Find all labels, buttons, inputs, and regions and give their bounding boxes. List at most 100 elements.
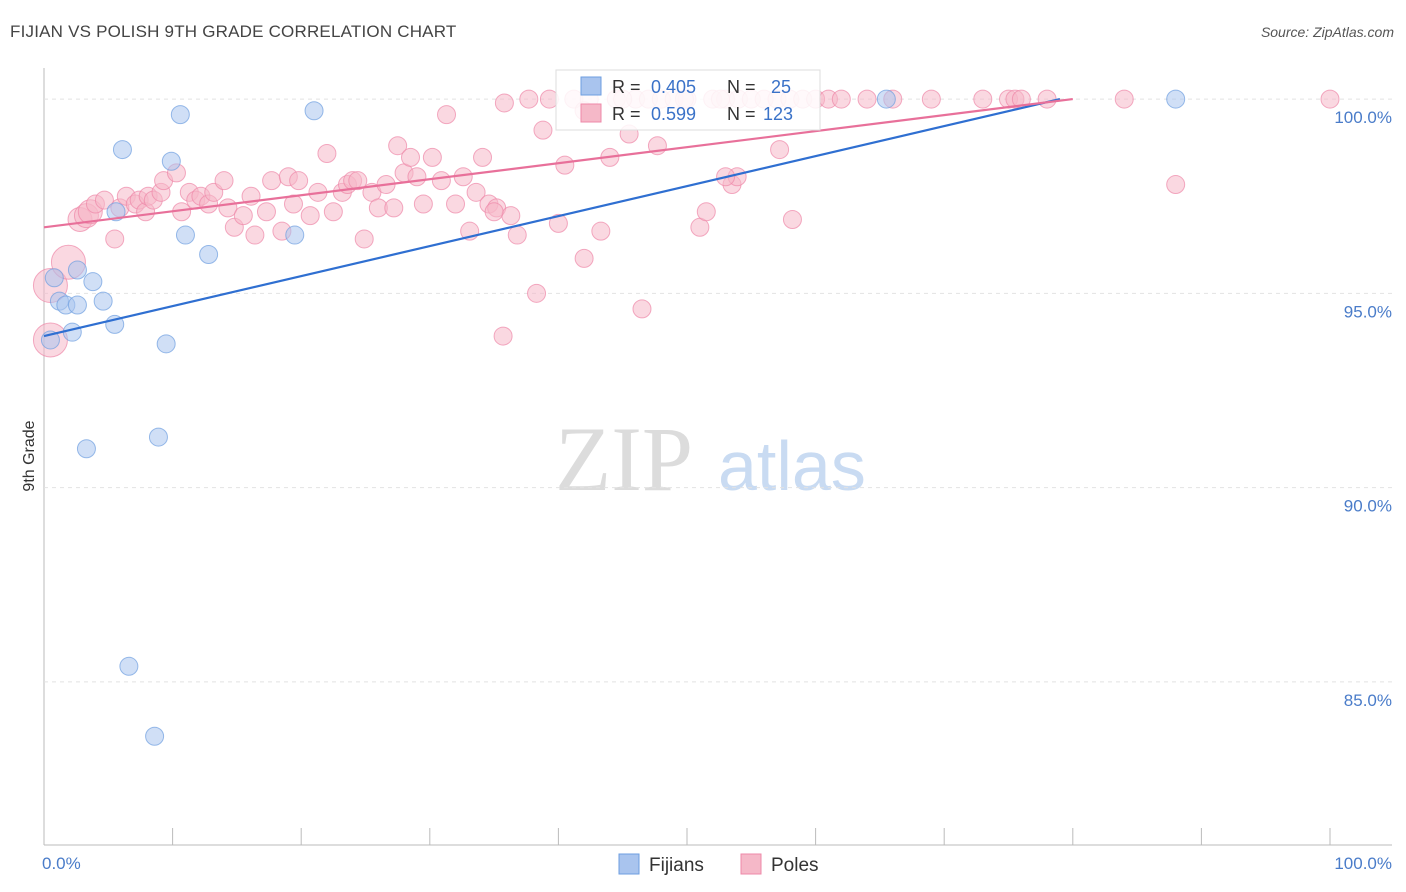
poles-point-62 [473, 147, 493, 167]
legend-label-poles: Poles [771, 855, 819, 876]
source-credit: Source: ZipAtlas.com [1260, 24, 1394, 40]
poles-point-66 [501, 206, 521, 226]
poles-point-28 [233, 206, 253, 226]
x-ticks [43, 828, 1331, 845]
x-tick-label-min: 0.0% [42, 854, 81, 873]
stats-swatch-poles [580, 103, 602, 123]
poles-point-36 [289, 171, 309, 191]
fijians-point-14 [148, 427, 168, 447]
fijians-point-17 [170, 105, 190, 125]
poles-point-37 [300, 206, 320, 226]
poles-point-101 [973, 89, 993, 109]
poles-point-75 [574, 248, 594, 268]
chart-title: FIJIAN VS POLISH 9TH GRADE CORRELATION C… [10, 22, 457, 41]
poles-point-7 [94, 190, 114, 210]
y-axis-label: 9th Grade [21, 420, 38, 491]
poles-point-108 [1320, 89, 1340, 109]
stats-n-label-poles: N = [727, 104, 756, 124]
poles-point-105 [1037, 89, 1057, 109]
poles-point-61 [466, 182, 486, 202]
poles-point-70 [533, 120, 553, 140]
fijians-point-4 [62, 322, 82, 342]
poles-trend-line [43, 97, 1073, 229]
legend-swatch-poles [740, 853, 762, 875]
poles-point-98 [857, 89, 877, 109]
y-tick-labels: 100.0% 95.0% 90.0% 85.0% [1334, 108, 1392, 710]
fijians-point-6 [67, 295, 87, 315]
stats-n-value-fijians: 25 [771, 77, 791, 97]
poles-point-52 [401, 147, 421, 167]
poles-point-57 [437, 105, 457, 125]
poles-point-86 [696, 202, 716, 222]
fijians-point-10 [106, 202, 126, 222]
fijians-point-24 [1166, 89, 1186, 109]
poles-point-69 [527, 283, 547, 303]
poles-point-40 [323, 202, 343, 222]
gridlines [44, 98, 1392, 683]
y-tick-label-3: 85.0% [1344, 691, 1392, 710]
poles-point-107 [1166, 175, 1186, 195]
poles-point-58 [446, 194, 466, 214]
stats-n-label-fijians: N = [727, 77, 756, 97]
trend-lines [43, 97, 1073, 338]
poles-point-25 [214, 171, 234, 191]
y-tick-label-1: 95.0% [1344, 302, 1392, 321]
fijians-point-11 [112, 140, 132, 160]
poles-point-110 [493, 326, 513, 346]
y-tick-label-0: 100.0% [1334, 108, 1392, 127]
fijians-point-16 [161, 151, 181, 171]
poles-point-100 [921, 89, 941, 109]
bottom-legend: Fijians Poles [618, 853, 819, 876]
poles-point-77 [591, 221, 611, 241]
stats-r-value-fijians: 0.405 [651, 77, 696, 97]
poles-point-30 [245, 225, 265, 245]
stats-legend: R = 0.405 N = 25 R = 0.599 N = 123 [555, 69, 821, 131]
fijians-point-21 [76, 439, 96, 459]
stats-n-value-poles: 123 [763, 104, 793, 124]
poles-point-53 [407, 167, 427, 187]
poles-point-35 [283, 194, 303, 214]
poles-point-97 [831, 89, 851, 109]
stats-swatch-fijians [580, 76, 602, 96]
watermark-zip: ZIP [555, 408, 693, 510]
poles-point-50 [388, 136, 408, 156]
poles-point-44 [348, 171, 368, 191]
poles-point-56 [431, 171, 451, 191]
poles-point-54 [413, 194, 433, 214]
poles-point-8 [105, 229, 125, 249]
fijians-point-23 [876, 89, 896, 109]
legend-label-fijians: Fijians [649, 855, 704, 876]
fijians-point-15 [156, 334, 176, 354]
poles-point-114 [770, 140, 790, 160]
fijians-point-12 [119, 656, 139, 676]
fijians-point-18 [175, 225, 195, 245]
poles-point-73 [555, 155, 575, 175]
poles-point-39 [317, 143, 337, 163]
fijians-point-22 [304, 101, 324, 121]
poles-point-55 [422, 147, 442, 167]
poles-point-113 [782, 210, 802, 230]
poles-point-68 [519, 89, 539, 109]
y-tick-label-2: 90.0% [1344, 497, 1392, 516]
poles-point-72 [548, 213, 568, 233]
fijians-point-8 [93, 291, 113, 311]
poles-point-106 [1114, 89, 1134, 109]
legend-swatch-fijians [618, 853, 640, 875]
poles-point-109 [484, 202, 504, 222]
poles-point-45 [354, 229, 374, 249]
fijians-point-19 [199, 244, 219, 264]
x-tick-label-max: 100.0% [1334, 854, 1392, 873]
poles-point-80 [632, 299, 652, 319]
poles-point-32 [262, 171, 282, 191]
fijians-trend-line [43, 98, 1061, 338]
watermark-atlas: atlas [718, 427, 866, 505]
stats-r-label-poles: R = [612, 104, 641, 124]
stats-r-value-poles: 0.599 [651, 104, 696, 124]
poles-point-31 [256, 202, 276, 222]
fijians-point-5 [67, 260, 87, 280]
fijians-point-7 [83, 272, 103, 292]
fijians-point-13 [145, 726, 165, 746]
stats-r-label-fijians: R = [612, 77, 641, 97]
poles-point-67 [507, 225, 527, 245]
